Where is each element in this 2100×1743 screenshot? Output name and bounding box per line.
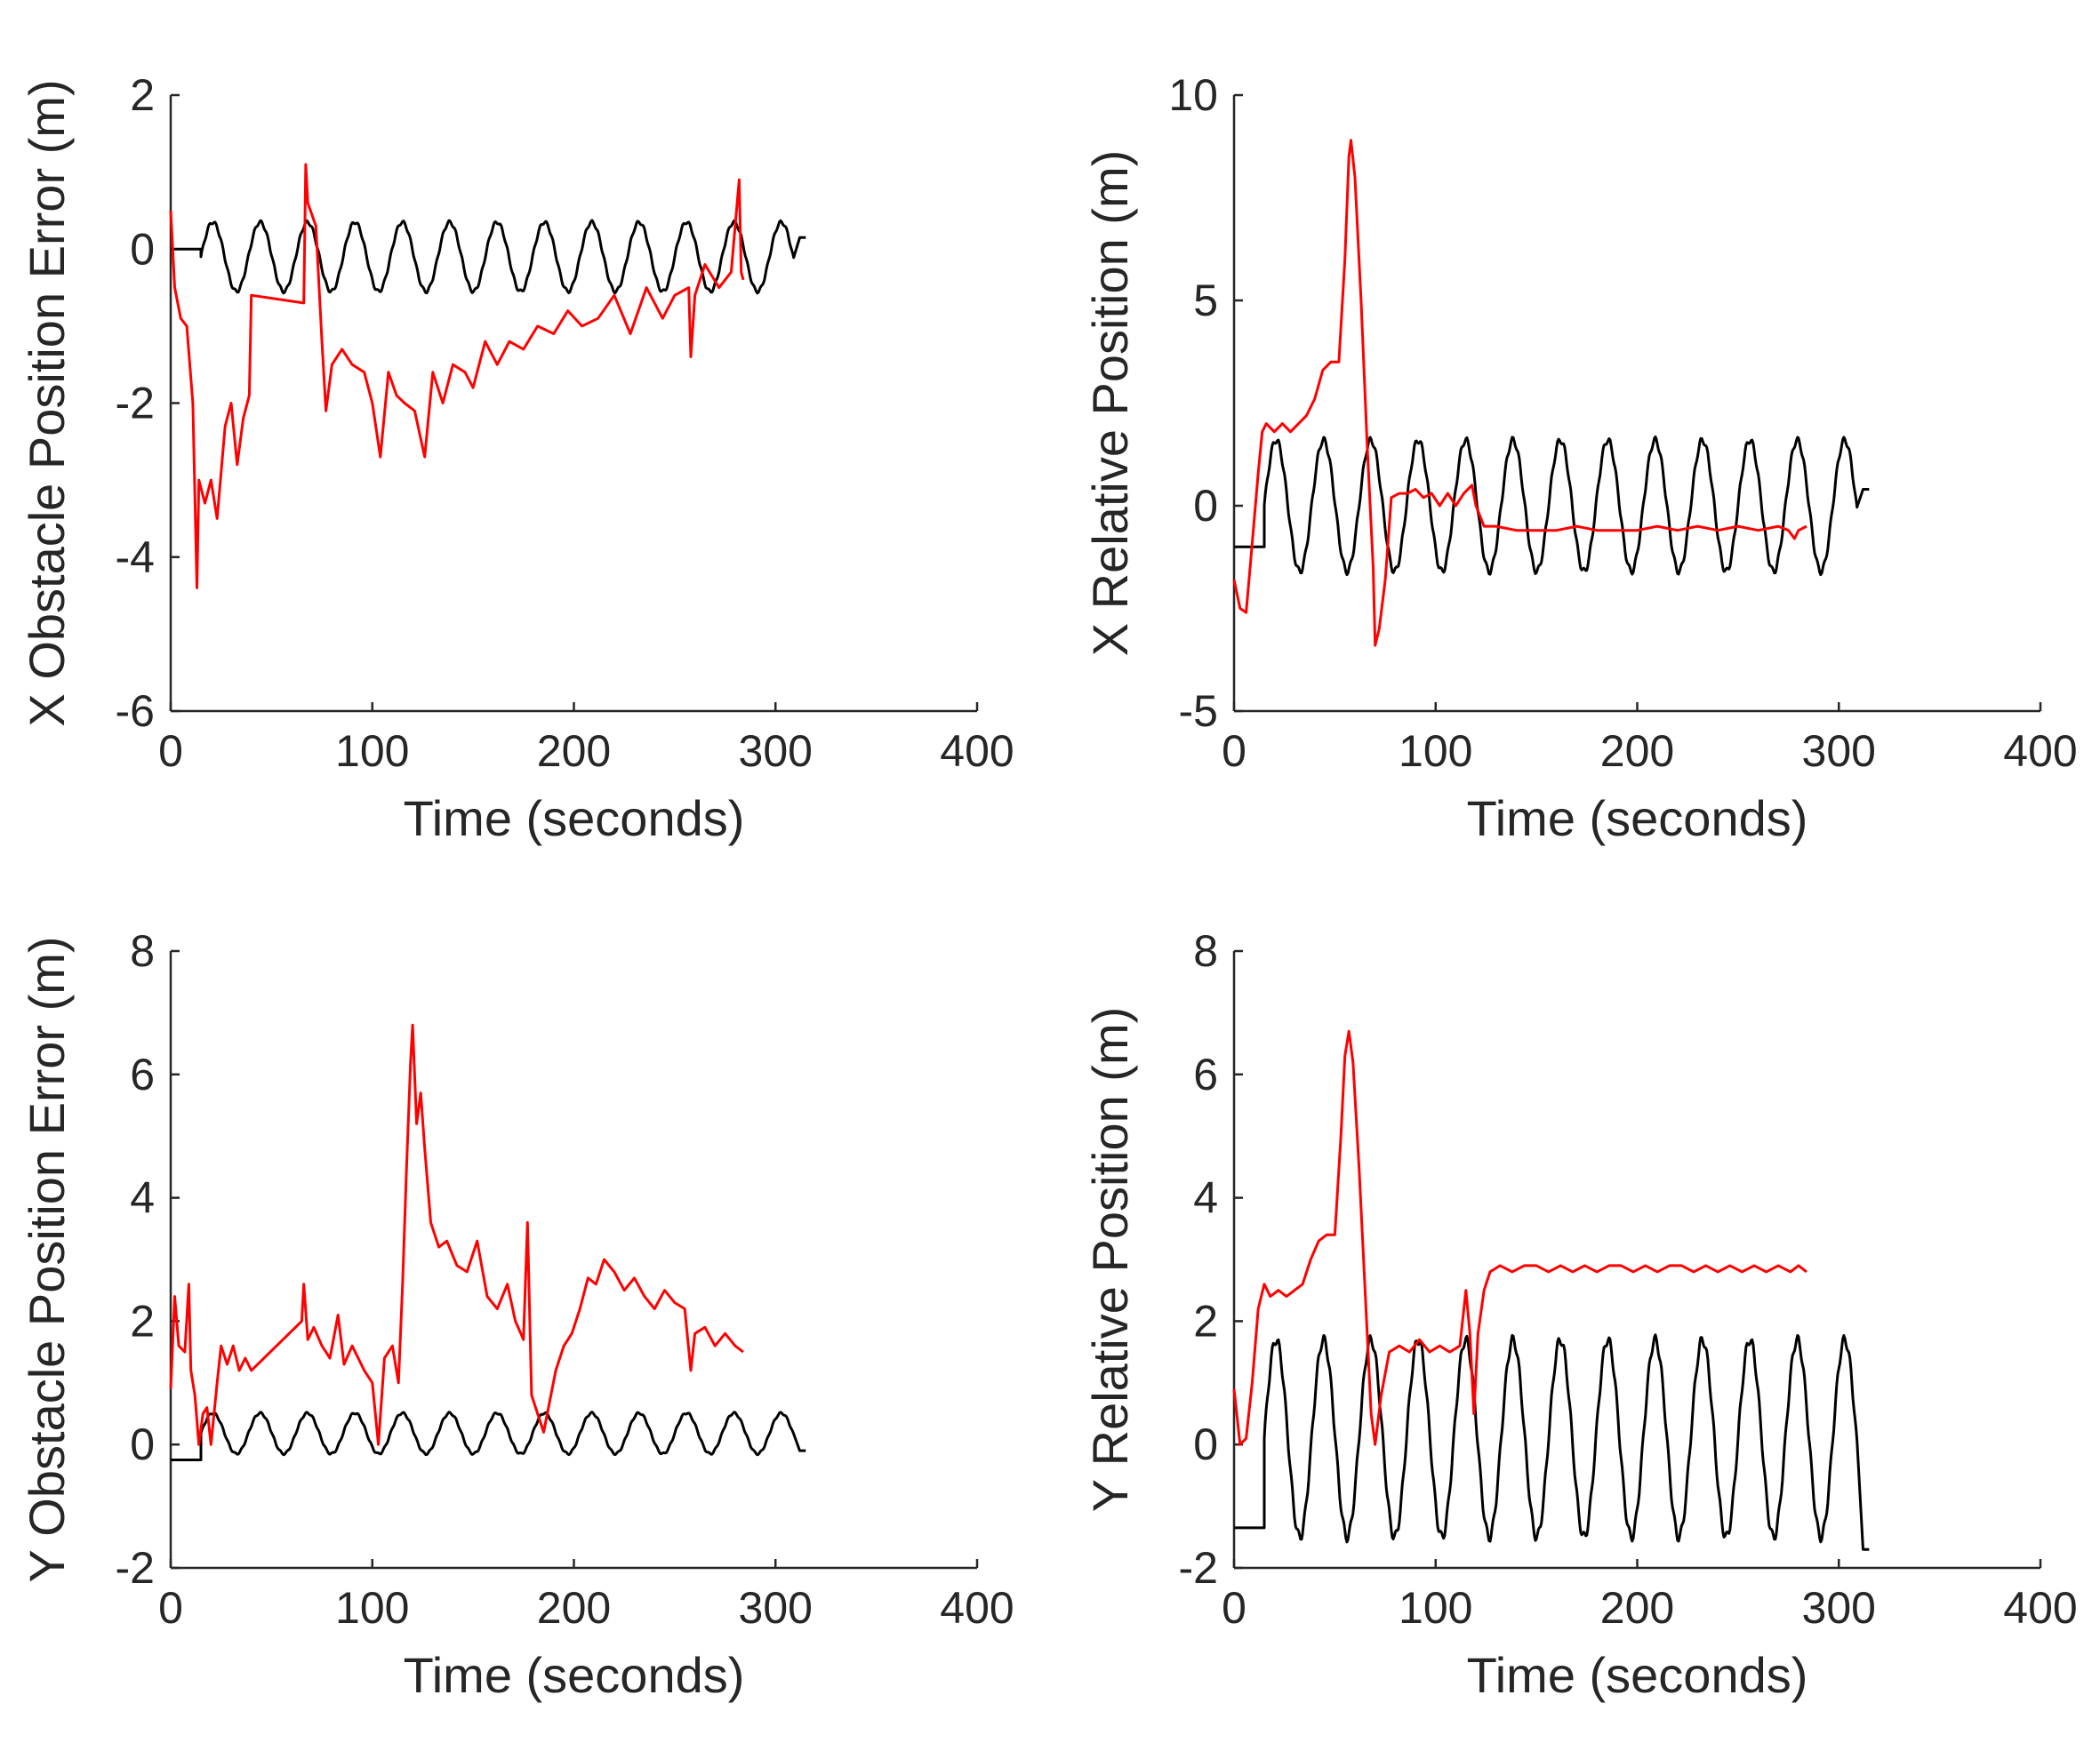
y-tick-label: 4: [1193, 1173, 1218, 1223]
x-axis-title: Time (seconds): [1467, 790, 1808, 846]
x-axis-title: Time (seconds): [404, 790, 745, 846]
series-line-1: [171, 219, 806, 295]
series-line-2: [1232, 139, 1807, 647]
y-tick-label: 0: [1193, 1419, 1218, 1469]
y-tick-label: 6: [1193, 1050, 1218, 1099]
x-axis-title: Time (seconds): [404, 1647, 745, 1703]
subplot-1: 0 100 200 300 400 -6 -4 -2 0 2 Time (seconds) X Obs…: [19, 70, 1014, 846]
y-tick-label: -6: [116, 686, 155, 736]
x-tick-label: 100: [1399, 726, 1472, 776]
x-tick-label: 400: [2003, 1583, 2077, 1633]
y-tick-label: -2: [1179, 1543, 1218, 1593]
series-line-2: [169, 163, 745, 589]
y-tick-label: 5: [1193, 276, 1218, 325]
x-tick-label: 300: [739, 726, 813, 776]
x-tick-label: 200: [1600, 1583, 1674, 1633]
y-axis-title: Y Obstacle Position Error (m): [19, 936, 75, 1582]
x-tick-label: 200: [1600, 726, 1674, 776]
y-axis-title: Y Relative Position (m): [1082, 1007, 1138, 1513]
y-tick-label: -2: [116, 1543, 155, 1593]
x-tick-label: 300: [739, 1583, 813, 1633]
y-tick-label: 4: [130, 1173, 155, 1223]
x-tick-label: 100: [335, 726, 409, 776]
y-tick-label: 2: [130, 70, 155, 120]
y-tick-label: 6: [130, 1050, 155, 1099]
y-tick-label: -5: [1179, 686, 1218, 736]
series-line-2: [1232, 1029, 1807, 1446]
y-tick-label: -4: [116, 532, 155, 582]
y-tick-label: 10: [1168, 70, 1218, 120]
x-tick-label: 400: [940, 1583, 1014, 1633]
x-tick-label: 0: [1222, 726, 1246, 776]
y-tick-label: 0: [130, 224, 155, 274]
x-tick-label: 400: [940, 726, 1014, 776]
x-tick-label: 200: [537, 726, 611, 776]
x-tick-label: 300: [1802, 726, 1876, 776]
x-tick-label: 100: [335, 1583, 409, 1633]
y-axis-title: X Obstacle Position Error (m): [19, 79, 75, 726]
series-line-1: [1234, 1333, 1870, 1551]
x-tick-label: 100: [1399, 1583, 1472, 1633]
y-tick-label: 2: [1193, 1296, 1218, 1346]
x-tick-label: 300: [1802, 1583, 1876, 1633]
x-axis-title: Time (seconds): [1467, 1647, 1808, 1703]
series-line-1: [1234, 435, 1870, 577]
y-tick-label: -2: [116, 379, 155, 428]
x-tick-label: 400: [2003, 726, 2077, 776]
y-tick-label: 8: [130, 926, 155, 976]
series-line-2: [169, 1023, 744, 1446]
y-tick-label: 0: [130, 1419, 155, 1469]
x-tick-label: 0: [158, 726, 183, 776]
series-line-1: [171, 1411, 806, 1461]
y-tick-label: 0: [1193, 481, 1218, 531]
x-tick-label: 0: [1222, 1583, 1246, 1633]
y-axis-title: X Relative Position (m): [1082, 150, 1138, 657]
y-tick-label: 2: [130, 1296, 155, 1346]
x-tick-label: 200: [537, 1583, 611, 1633]
y-tick-label: 8: [1193, 926, 1218, 976]
x-tick-label: 0: [158, 1583, 183, 1633]
